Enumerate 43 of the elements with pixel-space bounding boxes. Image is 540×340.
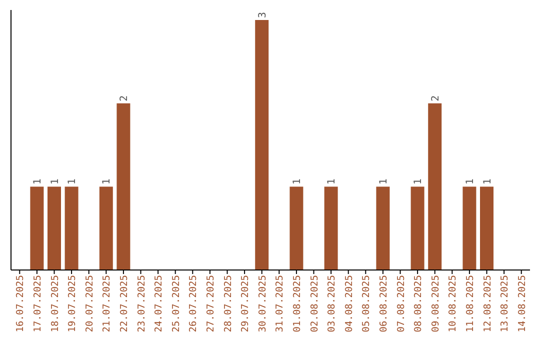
data-label: 1 [102, 178, 113, 185]
x-tick-label: 25.07.2025 [170, 275, 182, 332]
x-tick-label: 29.07.2025 [240, 275, 252, 332]
data-label: 1 [482, 178, 494, 185]
data-label: 3 [257, 12, 268, 18]
data-label: 1 [50, 178, 61, 185]
x-tick-label: 03.08.2025 [326, 275, 338, 332]
x-tick-label: 06.08.2025 [378, 275, 390, 332]
data-label: 1 [413, 178, 424, 185]
data-label: 1 [67, 178, 78, 185]
data-label: 1 [292, 178, 303, 185]
x-tick-label: 13.08.2025 [500, 275, 511, 332]
x-tick-label: 02.08.2025 [309, 275, 320, 332]
x-tick-label: 27.07.2025 [205, 275, 216, 332]
data-label: 1 [32, 178, 44, 185]
data-label: 1 [464, 178, 476, 185]
x-tick-label: 12.08.2025 [482, 275, 494, 332]
data-label: 1 [378, 178, 390, 185]
x-tick-label: 17.07.2025 [32, 275, 44, 332]
data-label: 2 [118, 95, 130, 102]
x-tick-label: 18.07.2025 [50, 275, 61, 332]
x-tick-label: 26.07.2025 [188, 275, 200, 332]
x-tick-label: 01.08.2025 [292, 275, 303, 332]
x-tick-label: 05.08.2025 [361, 275, 372, 332]
x-tick-label: 31.07.2025 [274, 275, 286, 332]
x-tick-label: 10.08.2025 [448, 275, 459, 332]
x-tick-label: 07.08.2025 [396, 275, 407, 332]
x-tick-label: 24.07.2025 [154, 275, 165, 332]
x-tick-label: 21.07.2025 [102, 275, 113, 332]
x-tick-label: 20.07.2025 [84, 275, 96, 332]
x-tick-label: 11.08.2025 [464, 275, 476, 332]
x-tick-label: 23.07.2025 [136, 275, 148, 332]
x-tick-label: 04.08.2025 [344, 275, 355, 332]
x-tick-label: 08.08.2025 [413, 275, 424, 332]
x-tick-label: 19.07.2025 [67, 275, 78, 332]
x-tick-label: 28.07.2025 [222, 275, 234, 332]
data-label: 2 [430, 95, 442, 102]
x-tick-label: 16.07.2025 [15, 275, 26, 332]
x-tick-label: 09.08.2025 [430, 275, 442, 332]
data-label: 1 [326, 178, 338, 185]
x-tick-label: 30.07.2025 [257, 275, 268, 332]
x-tick-label: 22.07.2025 [118, 275, 130, 332]
x-tick-label: 14.08.2025 [516, 275, 528, 332]
